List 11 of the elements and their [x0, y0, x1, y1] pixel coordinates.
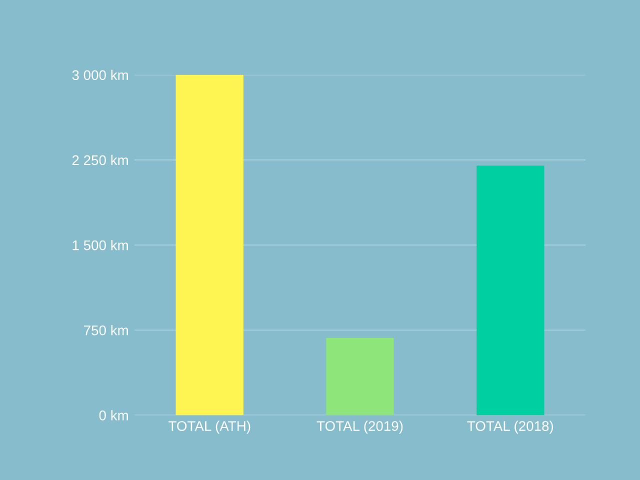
y-tick-label: 1 500 km — [72, 240, 128, 250]
y-tick-label: 0 km — [99, 410, 128, 420]
x-tick-label: TOTAL (2019) — [316, 420, 403, 434]
y-tick-label: 750 km — [84, 325, 128, 336]
bar — [176, 74, 244, 416]
bar — [476, 166, 544, 416]
x-tick-label: TOTAL (ATH) — [168, 420, 250, 434]
y-tick-label: 3 000 km — [72, 70, 128, 80]
x-tick-label: TOTAL (2018) — [467, 420, 554, 434]
bar — [326, 338, 394, 416]
y-tick-label: 2 250 km — [72, 154, 128, 166]
